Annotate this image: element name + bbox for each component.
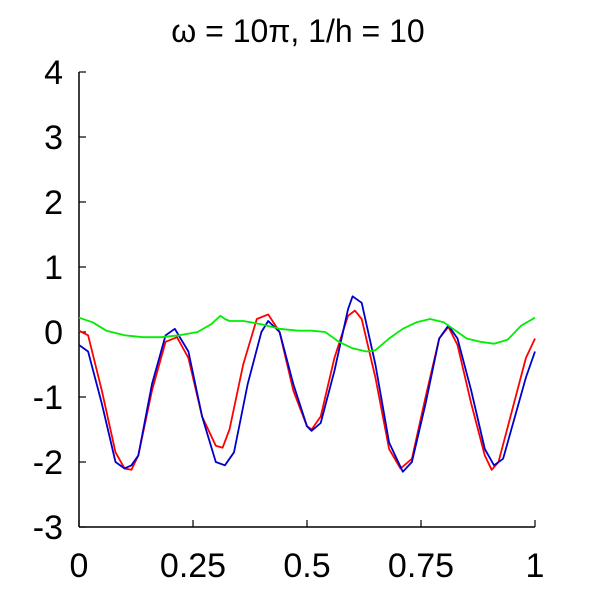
x-tick-label: 1 [526, 547, 545, 585]
x-tick-label: 0.75 [388, 547, 454, 585]
series-line-3 [78, 314, 536, 353]
series-line-2 [78, 295, 536, 473]
series-layer [78, 295, 536, 473]
x-tick-label: 0.25 [160, 547, 226, 585]
x-tick-label: 0.5 [283, 547, 330, 585]
y-tick-label: 2 [44, 184, 63, 222]
chart-title: ω = 10π, 1/h = 10 [171, 13, 424, 49]
x-ticks: 0 0.25 0.5 0.75 1 [70, 520, 545, 585]
plot-area: 0 0.25 0.5 0.75 1 -3 -2 -1 0 1 2 3 4 [33, 54, 545, 585]
y-ticks: -3 -2 -1 0 1 2 3 4 [33, 54, 86, 547]
y-tick-label: 3 [44, 119, 63, 157]
y-tick-label: -1 [33, 379, 63, 417]
x-tick-label: 0 [70, 547, 89, 585]
y-tick-label: 1 [44, 249, 63, 287]
y-tick-label: -2 [33, 444, 63, 482]
y-tick-label: -3 [33, 509, 63, 547]
y-tick-label: 0 [44, 314, 63, 352]
y-tick-label: 4 [44, 54, 63, 92]
